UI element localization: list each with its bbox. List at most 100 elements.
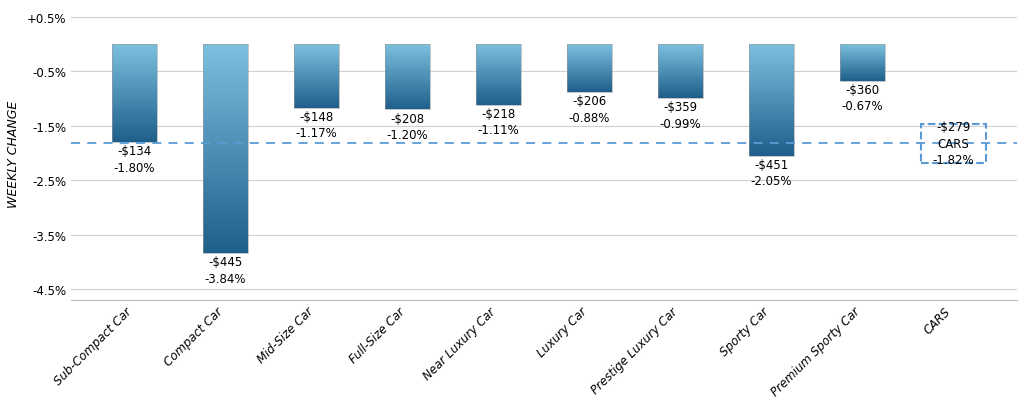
Bar	[657, 77, 703, 78]
Bar	[203, 194, 248, 198]
Bar	[566, 85, 612, 86]
Bar	[749, 97, 794, 99]
Text: -$134
-1.80%: -$134 -1.80%	[114, 145, 155, 175]
Bar	[112, 96, 157, 97]
Bar	[749, 149, 794, 151]
Bar	[112, 79, 157, 81]
Bar	[475, 84, 521, 85]
Bar	[566, 69, 612, 70]
Bar	[749, 112, 794, 114]
Bar	[566, 73, 612, 74]
Bar	[657, 74, 703, 75]
Bar	[385, 82, 430, 83]
Bar	[385, 102, 430, 104]
Bar	[657, 69, 703, 70]
Bar	[749, 125, 794, 127]
Bar	[566, 77, 612, 78]
Bar	[840, 78, 885, 79]
Bar	[657, 86, 703, 87]
Bar	[112, 51, 157, 53]
Bar	[566, 82, 612, 83]
Bar	[203, 73, 248, 76]
Bar	[294, 47, 339, 48]
Text: -$218
-1.11%: -$218 -1.11%	[477, 107, 519, 137]
Bar	[566, 72, 612, 73]
Bar	[566, 66, 612, 67]
Bar	[475, 94, 521, 95]
Bar	[203, 108, 248, 111]
Bar	[475, 75, 521, 76]
Bar	[112, 123, 157, 125]
Bar	[475, 72, 521, 73]
Bar	[294, 103, 339, 104]
Bar	[112, 50, 157, 51]
Bar	[294, 94, 339, 95]
Bar	[475, 87, 521, 88]
Bar	[749, 143, 794, 145]
Bar	[294, 86, 339, 87]
Bar	[203, 247, 248, 250]
Bar	[657, 95, 703, 96]
Bar	[475, 50, 521, 51]
Bar	[112, 53, 157, 55]
Bar	[203, 115, 248, 118]
Bar	[203, 59, 248, 62]
Bar	[840, 53, 885, 54]
Bar	[475, 45, 521, 105]
Bar	[566, 71, 612, 72]
Bar	[385, 92, 430, 93]
Bar	[475, 102, 521, 103]
Bar	[475, 104, 521, 105]
Bar	[749, 95, 794, 97]
Bar	[203, 132, 248, 135]
Bar	[385, 58, 430, 59]
Bar	[294, 68, 339, 69]
Bar	[385, 51, 430, 53]
Bar	[749, 92, 794, 93]
Bar	[749, 82, 794, 84]
Bar	[566, 65, 612, 66]
Bar	[294, 101, 339, 102]
Bar	[657, 75, 703, 77]
Bar	[749, 117, 794, 119]
Bar	[749, 62, 794, 64]
Bar	[657, 79, 703, 80]
Bar	[203, 229, 248, 233]
Bar	[294, 48, 339, 49]
Bar	[385, 95, 430, 96]
Bar	[657, 82, 703, 83]
Bar	[475, 45, 521, 46]
Bar	[385, 84, 430, 85]
Bar	[294, 71, 339, 72]
Bar	[112, 91, 157, 92]
Bar	[203, 250, 248, 254]
Bar	[294, 51, 339, 52]
Bar	[657, 68, 703, 69]
Bar	[112, 139, 157, 141]
Bar	[657, 56, 703, 57]
Bar	[475, 54, 521, 55]
Bar	[475, 66, 521, 67]
Bar	[657, 50, 703, 51]
Bar	[112, 115, 157, 117]
Bar	[203, 149, 248, 153]
Bar	[657, 70, 703, 71]
Bar	[112, 84, 157, 86]
Bar	[475, 101, 521, 102]
Bar	[566, 59, 612, 60]
Bar	[112, 76, 157, 78]
Bar	[840, 51, 885, 52]
Bar	[475, 61, 521, 62]
Bar	[840, 58, 885, 59]
Bar	[385, 93, 430, 94]
Bar	[203, 205, 248, 209]
Bar	[203, 139, 248, 142]
Bar	[385, 60, 430, 61]
Bar	[840, 80, 885, 81]
Bar	[657, 66, 703, 67]
Bar	[385, 57, 430, 58]
Bar	[657, 53, 703, 54]
Bar	[475, 79, 521, 80]
Bar	[385, 94, 430, 95]
Bar	[203, 135, 248, 139]
